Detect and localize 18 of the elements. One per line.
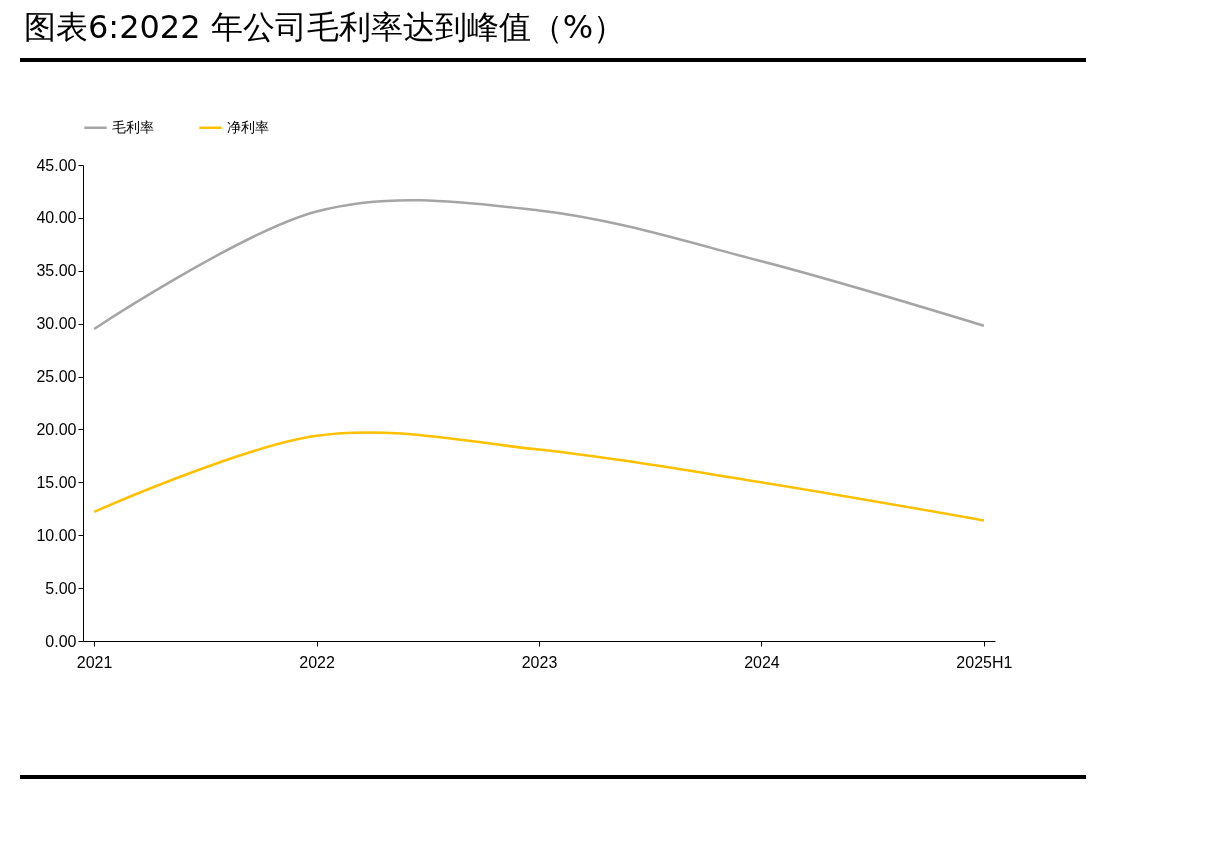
y-tick-label: 10.00 [36, 526, 77, 544]
y-tick-label: 20.00 [36, 420, 77, 438]
legend-label: 净利率 [227, 118, 269, 135]
y-tick-label: 25.00 [36, 368, 77, 386]
y-tick-label: 15.00 [36, 473, 77, 491]
x-tick-label: 2025H1 [956, 653, 1013, 671]
y-tick-label: 35.00 [36, 262, 77, 280]
chart-title: 图表6:2022 年公司毛利率达到峰值（%） [24, 7, 626, 48]
legend-label: 毛利率 [112, 118, 154, 135]
x-tick-label: 2024 [744, 653, 780, 671]
y-tick-label: 40.00 [36, 209, 77, 227]
x-tick-label: 2022 [299, 653, 335, 671]
y-tick-label: 45.00 [36, 156, 77, 174]
y-tick-label: 0.00 [45, 632, 77, 650]
y-tick-label: 30.00 [36, 315, 77, 333]
y-tick-label: 5.00 [45, 579, 77, 597]
x-tick-label: 2023 [521, 653, 558, 671]
x-tick-label: 2021 [76, 653, 113, 671]
